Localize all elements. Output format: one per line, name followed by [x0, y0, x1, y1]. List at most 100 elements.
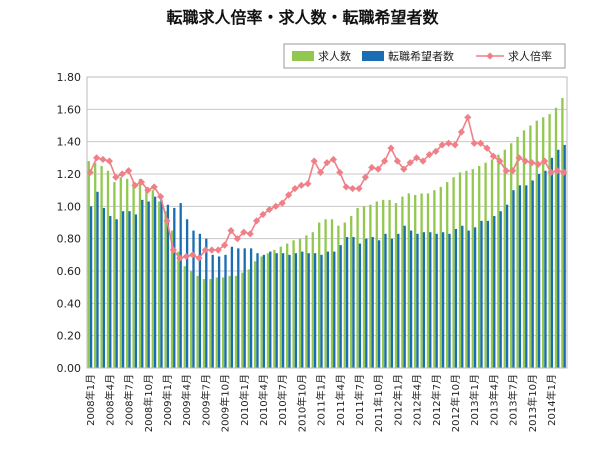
bar-求人数: [426, 193, 430, 368]
bar-転職希望者数: [147, 201, 150, 368]
y-axis-labels: 0.00 0.20 0.40 0.60 0.80 1.00 1.20 1.40 1.60 1.80: [57, 71, 82, 375]
x-tick-label: 2009年4月: [180, 374, 193, 426]
bar-求人数: [542, 117, 545, 369]
bar-求人数: [535, 120, 538, 369]
x-tick-label: 2013年4月: [487, 374, 500, 426]
bar-転職希望者数: [166, 204, 170, 368]
y-tick-label: 1.80: [57, 71, 82, 84]
x-tick-label: 2009年1月: [161, 374, 174, 426]
bar-求人数: [522, 130, 526, 368]
point-求人倍率: [163, 217, 171, 225]
point-求人倍率: [419, 157, 427, 165]
point-求人倍率: [131, 181, 139, 189]
bar-転職希望者数: [422, 232, 426, 368]
point-求人倍率: [336, 168, 344, 176]
bar-求人数: [196, 275, 199, 368]
bar-求人数: [190, 271, 193, 368]
bar-求人数: [138, 178, 142, 368]
point-求人倍率: [118, 170, 126, 178]
bar-転職希望者数: [461, 225, 464, 368]
bar-求人数: [126, 178, 129, 368]
bar-求人数: [510, 143, 513, 368]
bar-求人数: [279, 246, 282, 368]
y-tick-label: 0.00: [57, 362, 82, 375]
point-求人倍率: [201, 246, 209, 254]
bar-求人数: [452, 177, 455, 368]
x-tick-label: 2010年7月: [276, 374, 289, 426]
bar-求人数: [337, 225, 340, 368]
bar-転職希望者数: [377, 240, 381, 368]
x-tick-label: 2011年1月: [315, 374, 328, 426]
bar-求人数: [260, 256, 263, 368]
point-求人倍率: [105, 157, 113, 165]
point-求人倍率: [374, 165, 382, 173]
x-tick-label: 2008年1月: [84, 374, 97, 426]
bar-転職希望者数: [320, 254, 323, 368]
bar-求人数: [202, 279, 206, 368]
bar-求人数: [369, 204, 372, 368]
point-求人倍率: [387, 144, 395, 152]
y-tick-label: 0.20: [57, 330, 82, 343]
x-axis-labels: 2008年1月 2008年4月 2008年7月 2008年10月 2009年1月 2009…: [84, 374, 558, 432]
bar-転職希望者数: [269, 251, 272, 368]
bar-転職希望者数: [128, 211, 131, 368]
legend-label-求人倍率: 求人倍率: [508, 49, 552, 63]
bar-転職希望者数: [249, 248, 253, 368]
point-求人倍率: [259, 210, 267, 219]
bar-求人数: [305, 235, 308, 368]
y-tick-label: 0.40: [57, 297, 82, 310]
point-求人倍率: [483, 144, 491, 152]
bar-求人数: [414, 195, 417, 368]
y-tick-label: 1.40: [57, 136, 82, 149]
bar-求人数: [324, 219, 327, 368]
bar-転職希望者数: [198, 233, 202, 368]
bar-転職希望者数: [89, 206, 93, 368]
point-求人倍率: [349, 184, 357, 193]
bar-転職希望者数: [397, 233, 400, 368]
x-tick-label: 2013年1月: [468, 374, 481, 426]
bar-転職希望者数: [384, 233, 387, 368]
x-tick-label: 2011年10月: [372, 374, 385, 432]
bar-転職希望者数: [365, 238, 368, 368]
point-求人倍率: [233, 235, 241, 243]
bar-転職希望者数: [217, 256, 221, 368]
point-求人倍率: [425, 151, 433, 159]
x-tick-label: 2010年1月: [238, 374, 251, 426]
point-求人倍率: [137, 178, 145, 186]
point-求人倍率: [528, 159, 536, 167]
bar-求人数: [478, 165, 481, 368]
bar-求人数: [382, 199, 385, 368]
bar-転職希望者数: [211, 254, 214, 368]
x-tick-label: 2011年7月: [353, 374, 366, 426]
bar-転職希望者数: [326, 251, 330, 368]
bar-求人数: [113, 182, 116, 368]
x-tick-label: 2009年10月: [219, 374, 232, 432]
point-求人倍率: [253, 217, 261, 225]
point-求人倍率: [150, 183, 158, 191]
x-tick-label: 2010年4月: [257, 374, 270, 426]
x-tick-label: 2012年4月: [411, 374, 424, 426]
legend-marker-求人倍率: [486, 52, 494, 60]
bar-転職希望者数: [237, 248, 240, 368]
point-求人倍率: [342, 183, 350, 191]
bar-転職希望者数: [429, 232, 432, 368]
bar-求人数: [439, 186, 442, 368]
bar-転職希望者数: [531, 180, 534, 368]
point-求人倍率: [189, 251, 197, 259]
point-求人倍率: [547, 168, 555, 176]
bar-求人数: [503, 149, 506, 368]
legend-label-転職希望者数: 転職希望者数: [388, 49, 454, 63]
point-求人倍率: [406, 159, 414, 167]
bar-求人数: [145, 186, 148, 368]
bar-求人数: [164, 211, 167, 368]
bar-求人数: [446, 182, 449, 368]
bar-求人数: [343, 222, 346, 368]
point-求人倍率: [93, 154, 101, 162]
bar-転職希望者数: [301, 251, 304, 368]
point-求人倍率: [515, 154, 523, 162]
bar-転職希望者数: [390, 238, 394, 368]
bar-求人数: [362, 206, 366, 368]
bar-転職希望者数: [256, 253, 259, 368]
bar-求人数: [356, 207, 359, 368]
point-求人倍率: [304, 180, 312, 188]
